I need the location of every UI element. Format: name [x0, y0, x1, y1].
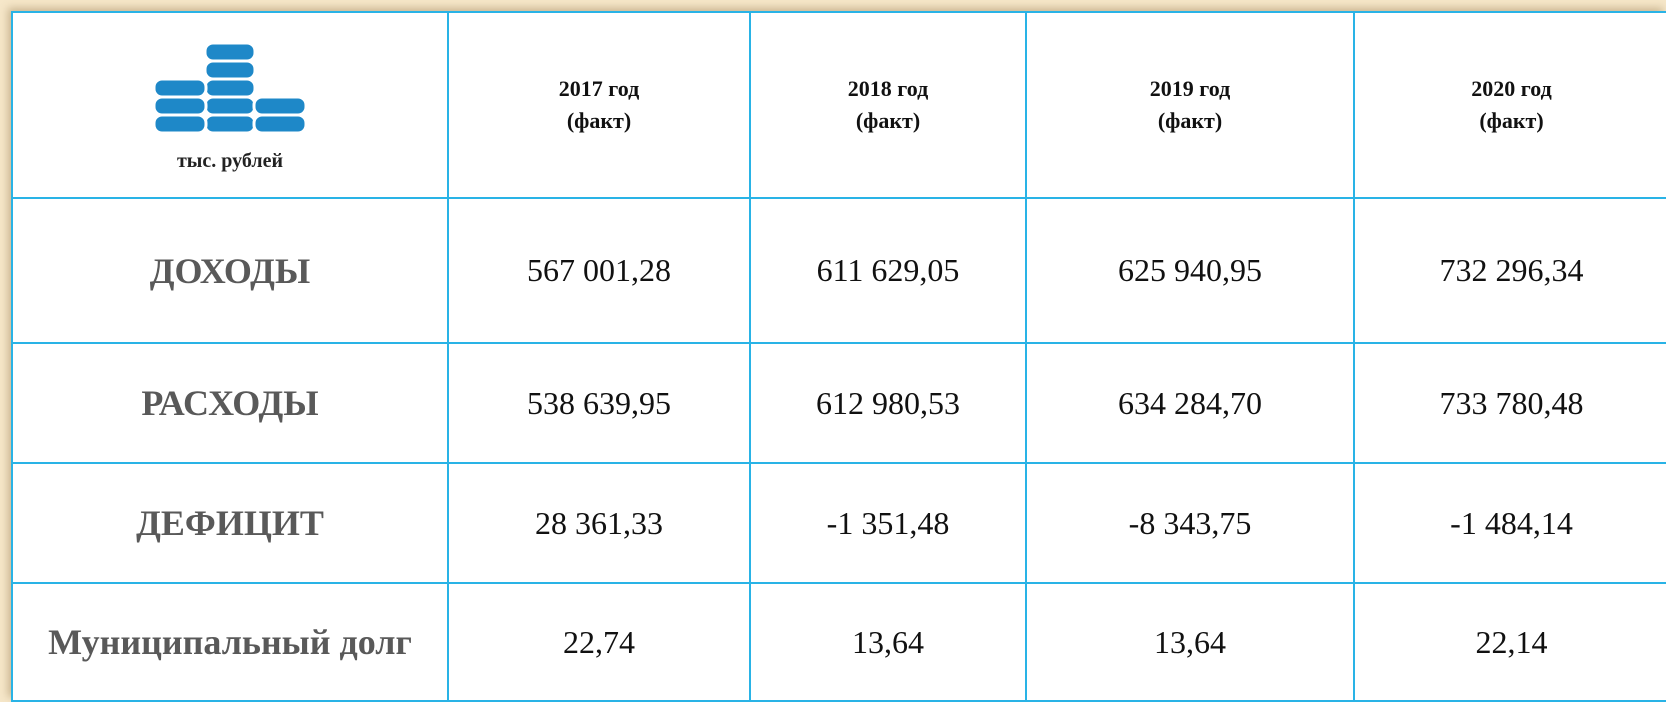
- fact-label: (факт): [566, 108, 632, 133]
- value-cell: 567 001,28: [447, 197, 751, 344]
- year-label: 2018 год: [847, 76, 929, 101]
- header-cell: 2017 год (факт): [447, 11, 751, 199]
- value-cell: 13,64: [1025, 582, 1355, 702]
- fact-label: (факт): [855, 108, 921, 133]
- value-cell: 13,64: [749, 582, 1027, 702]
- budget-table: тыс. рублей 2017 год (факт) 2018 год (факт)…: [11, 11, 1666, 702]
- value-cell: 28 361,33: [447, 462, 751, 584]
- header-cell: 2018 год (факт): [749, 11, 1027, 199]
- header-cell: 2020 год (факт): [1353, 11, 1666, 199]
- row-label: Муниципальный долг: [11, 582, 449, 702]
- table-frame: тыс. рублей 2017 год (факт) 2018 год (факт)…: [11, 11, 1666, 702]
- value-cell: 634 284,70: [1025, 342, 1355, 464]
- data-row: ДЕФИЦИТ 28 361,33 -1 351,48 -8 343,75 -1 484…: [11, 462, 1666, 584]
- year-label: 2020 год: [1471, 76, 1552, 101]
- year-label: 2019 год: [1149, 76, 1231, 101]
- value-cell: -8 343,75: [1025, 462, 1355, 584]
- corner-cell: тыс. рублей: [11, 11, 449, 199]
- row-label: РАСХОДЫ: [11, 342, 449, 464]
- fact-label: (факт): [1479, 108, 1544, 133]
- value-cell: 22,74: [447, 582, 751, 702]
- value-cell: -1 351,48: [749, 462, 1027, 584]
- value-cell: 733 780,48: [1353, 342, 1666, 464]
- data-row: Муниципальный долг 22,74 13,64 13,64 22,14: [11, 582, 1666, 702]
- value-cell: 612 980,53: [749, 342, 1027, 464]
- value-cell: 625 940,95: [1025, 197, 1355, 344]
- value-cell: 611 629,05: [749, 197, 1027, 344]
- value-cell: 22,14: [1353, 582, 1666, 702]
- data-row: ДОХОДЫ 567 001,28 611 629,05 625 940,95 732 …: [11, 197, 1666, 344]
- header-cell: 2019 год (факт): [1025, 11, 1355, 199]
- coins-icon: [152, 41, 308, 135]
- unit-label: тыс. рублей: [176, 150, 284, 172]
- row-label: ДОХОДЫ: [11, 197, 449, 344]
- value-cell: 538 639,95: [447, 342, 751, 464]
- row-label: ДЕФИЦИТ: [11, 462, 449, 584]
- value-cell: 732 296,34: [1353, 197, 1666, 344]
- year-label: 2017 год: [558, 76, 640, 101]
- value-cell: -1 484,14: [1353, 462, 1666, 584]
- fact-label: (факт): [1157, 108, 1223, 133]
- data-row: РАСХОДЫ 538 639,95 612 980,53 634 284,70 733…: [11, 342, 1666, 464]
- header-row: тыс. рублей 2017 год (факт) 2018 год (факт)…: [11, 11, 1666, 199]
